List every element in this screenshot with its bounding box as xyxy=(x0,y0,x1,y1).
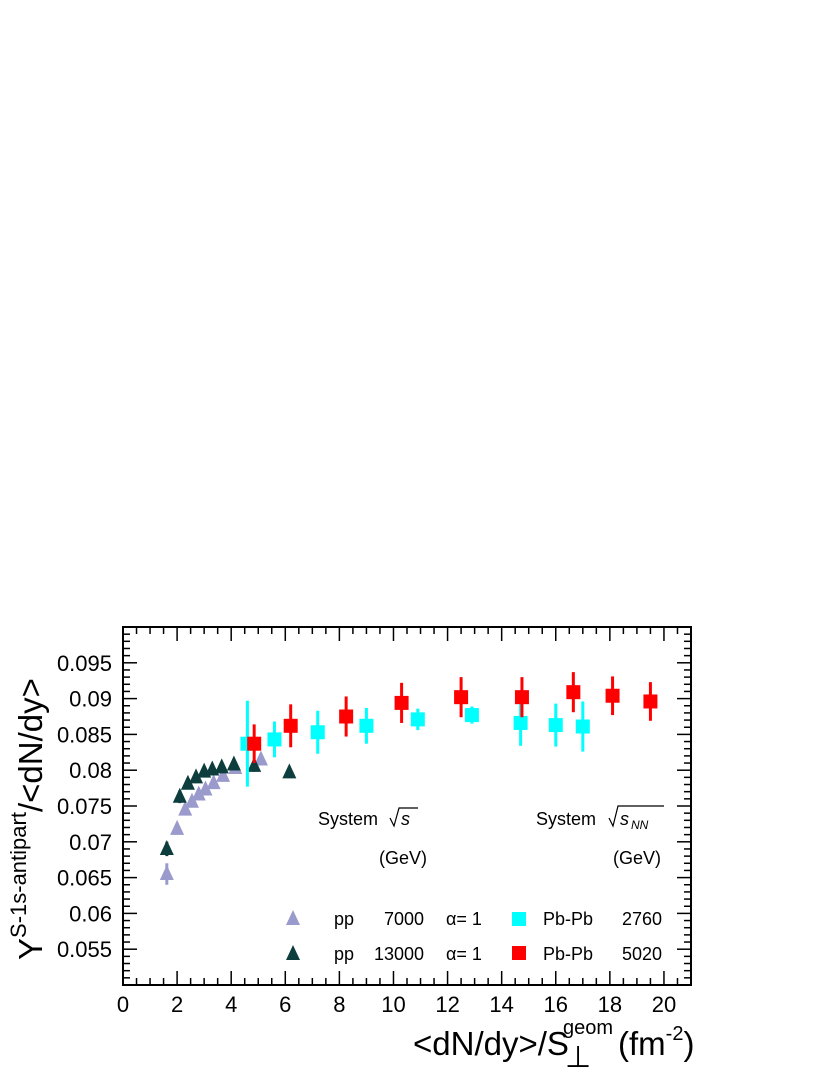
data-point xyxy=(189,768,204,784)
x-axis-title-main: <dN/dy>/S xyxy=(413,1025,569,1062)
data-point xyxy=(282,763,297,779)
data-point xyxy=(247,736,262,751)
legend-right-energy-sub: NN xyxy=(631,818,649,832)
data-point xyxy=(394,695,409,710)
data-point xyxy=(170,819,185,835)
axis-tick-labels: 0 2 4 6 8 10 12 14 16 18 20 0.055 0.06 0.065 0.07 0.075… xyxy=(57,651,676,1017)
legend-marker-pp-7000 xyxy=(286,910,300,925)
x-tick-label: 20 xyxy=(652,992,676,1017)
legend-pp7000-energy: 7000 xyxy=(384,909,424,929)
legend-pp13000-system: pp xyxy=(334,944,354,964)
axis-ticks xyxy=(122,626,692,986)
data-point xyxy=(206,774,221,790)
x-tick-label: 8 xyxy=(333,992,345,1017)
x-tick-label: 4 xyxy=(225,992,237,1017)
x-axis-title-sub: ⊥ xyxy=(565,1041,591,1074)
data-point xyxy=(214,758,229,774)
x-tick-label: 6 xyxy=(279,992,291,1017)
y-tick-label: 0.085 xyxy=(57,722,112,747)
data-point xyxy=(283,718,298,733)
x-axis-title-sup: geom xyxy=(563,1017,613,1039)
data-point xyxy=(605,688,620,703)
y-axis-title: YS-1s-antipart/<dN/dy> xyxy=(6,678,49,960)
y-tick-label: 0.06 xyxy=(69,901,112,926)
legend-marker-pbpb-5020 xyxy=(512,946,526,960)
legend-right-system-header: System xyxy=(536,809,596,829)
data-point xyxy=(180,774,195,790)
legend: System s (GeV) System s NN (GeV) pp 7000… xyxy=(286,805,664,964)
legend-right-unit: (GeV) xyxy=(613,848,661,868)
legend-right-energy-symbol: s xyxy=(620,809,629,829)
y-tick-label: 0.095 xyxy=(57,651,112,676)
x-axis-title-unit: (fm-2) xyxy=(618,1023,694,1062)
x-tick-label: 18 xyxy=(598,992,622,1017)
legend-marker-pbpb-2760 xyxy=(512,912,526,926)
x-tick-label: 0 xyxy=(117,992,129,1017)
legend-pp7000-system: pp xyxy=(334,909,354,929)
data-point xyxy=(464,708,479,723)
legend-right-sqrt-snn: s NN xyxy=(608,805,664,832)
data-point xyxy=(566,685,581,700)
series-pb-pb-5020 xyxy=(247,672,658,764)
data-point xyxy=(359,718,374,733)
y-tick-label: 0.08 xyxy=(69,758,112,783)
legend-marker-pp-13000 xyxy=(286,945,300,960)
data-point xyxy=(216,766,231,782)
data-point xyxy=(410,712,425,727)
x-tick-label: 14 xyxy=(489,992,513,1017)
y-tick-label: 0.075 xyxy=(57,794,112,819)
data-point xyxy=(253,750,268,766)
data-point xyxy=(267,732,282,747)
data-point xyxy=(310,725,325,740)
data-point xyxy=(198,780,213,796)
data-point xyxy=(172,787,187,803)
legend-left-sqrt-s: s xyxy=(389,807,418,829)
data-point xyxy=(643,694,658,709)
data-point xyxy=(513,715,528,730)
data-point xyxy=(178,800,193,816)
x-axis-title: <dN/dy>/S geom ⊥ (fm-2) xyxy=(413,1017,694,1074)
data-point xyxy=(548,718,563,733)
y-tick-label: 0.07 xyxy=(69,830,112,855)
data-point xyxy=(247,756,262,772)
x-tick-label: 10 xyxy=(381,992,405,1017)
x-tick-label: 16 xyxy=(544,992,568,1017)
data-point xyxy=(159,865,174,881)
legend-pp13000-alpha: α= 1 xyxy=(446,944,482,964)
data-point xyxy=(226,755,241,771)
legend-pp13000-energy: 13000 xyxy=(374,944,424,964)
legend-pbpb2760-energy: 2760 xyxy=(622,909,662,929)
data-point xyxy=(514,690,529,705)
x-tick-label: 2 xyxy=(171,992,183,1017)
data-point xyxy=(159,839,174,855)
series-pp-7000 xyxy=(159,750,268,885)
legend-left-energy-symbol: s xyxy=(401,809,410,829)
legend-pbpb2760-system: Pb-Pb xyxy=(543,909,593,929)
data-point xyxy=(191,785,206,801)
series-pb-pb-2760 xyxy=(240,700,590,787)
series-pp-13000 xyxy=(159,755,297,857)
data-point xyxy=(454,690,469,705)
legend-left-system-header: System xyxy=(318,809,378,829)
legend-left-unit: (GeV) xyxy=(379,848,427,868)
y-tick-label: 0.055 xyxy=(57,937,112,962)
data-points xyxy=(159,672,658,885)
data-point xyxy=(575,719,590,734)
y-tick-label: 0.09 xyxy=(69,687,112,712)
data-point xyxy=(339,709,354,724)
plot-frame xyxy=(122,626,692,986)
legend-pp7000-alpha: α= 1 xyxy=(446,909,482,929)
y-tick-label: 0.065 xyxy=(57,866,112,891)
legend-pbpb5020-energy: 5020 xyxy=(622,944,662,964)
legend-pbpb5020-system: Pb-Pb xyxy=(543,944,593,964)
x-tick-label: 12 xyxy=(435,992,459,1017)
